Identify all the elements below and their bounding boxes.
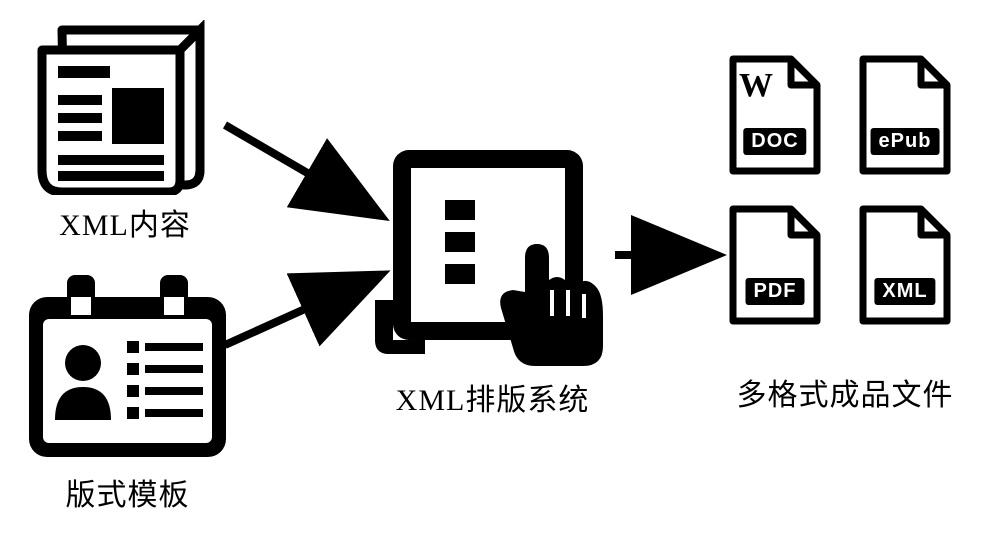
edge-content-to-system	[0, 0, 1000, 537]
diagram-canvas: XML内容	[0, 0, 1000, 537]
